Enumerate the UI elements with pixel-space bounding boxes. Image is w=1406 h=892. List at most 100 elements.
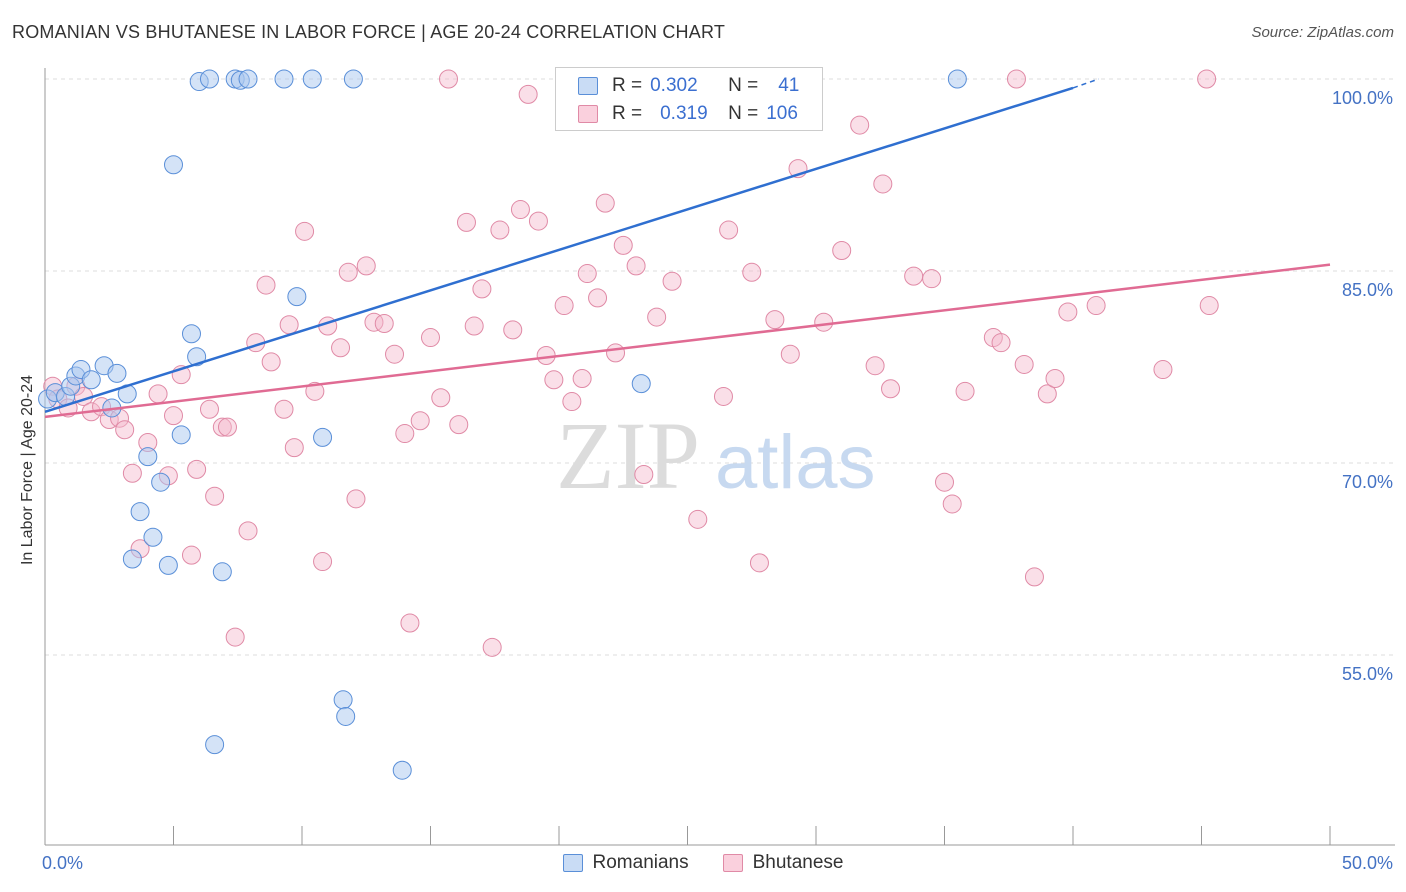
romanian-point bbox=[302, 69, 322, 89]
bhutanese-point bbox=[1006, 69, 1026, 89]
bhutanese-point bbox=[431, 388, 451, 408]
bhutanese-point bbox=[942, 494, 962, 514]
bhutanese-point bbox=[595, 193, 615, 213]
romanian-point bbox=[143, 527, 163, 547]
romanian-point bbox=[164, 155, 183, 175]
bhutanese-point bbox=[212, 417, 232, 437]
romanian-point bbox=[205, 735, 225, 755]
romanians-trend-extension bbox=[1072, 78, 1099, 89]
romanian-point bbox=[333, 690, 353, 710]
bhutanese-point bbox=[225, 627, 245, 647]
bhutanese-point bbox=[544, 370, 564, 390]
bhutanese-r-label: R = bbox=[612, 103, 643, 124]
bhutanese-point bbox=[626, 256, 646, 276]
bhutanese-legend-swatch bbox=[722, 854, 743, 872]
bhutanese-point bbox=[572, 369, 592, 389]
bhutanese-legend-label: Bhutanese bbox=[752, 852, 844, 873]
bhutanese-point bbox=[364, 312, 384, 332]
bhutanese-point bbox=[374, 313, 394, 333]
romanian-point bbox=[287, 287, 307, 307]
bhutanese-point bbox=[765, 310, 785, 330]
bhutanese-point bbox=[148, 384, 168, 404]
bhutanese-point bbox=[274, 399, 294, 419]
bhutanese-point bbox=[217, 417, 237, 437]
bhutanese-point bbox=[850, 115, 870, 135]
bhutanese-point bbox=[295, 221, 315, 241]
romanian-point bbox=[130, 502, 150, 522]
bhutanese-point bbox=[338, 262, 358, 282]
bhutanese-point bbox=[832, 241, 852, 261]
romanian-point bbox=[392, 760, 412, 780]
series-legend: Romanians Bhutanese bbox=[0, 852, 1406, 874]
romanian-point bbox=[336, 706, 356, 726]
bhutanese-point bbox=[1014, 354, 1034, 374]
romanians-r-value: 0.302 bbox=[650, 75, 698, 96]
gridlines bbox=[45, 78, 1395, 656]
romanians-swatch bbox=[578, 77, 598, 95]
bhutanese-r-value: 0.319 bbox=[660, 103, 708, 124]
bhutanese-point bbox=[634, 465, 654, 485]
bhutanese-point bbox=[1037, 384, 1057, 404]
bhutanese-point bbox=[922, 269, 942, 289]
bhutanese-point bbox=[1024, 567, 1044, 587]
bhutanese-point bbox=[536, 345, 556, 365]
bhutanese-point bbox=[814, 312, 834, 332]
romanian-point bbox=[343, 69, 363, 89]
bhutanese-point bbox=[873, 174, 893, 194]
bhutanese-point bbox=[503, 320, 523, 340]
romanian-point bbox=[122, 549, 142, 569]
bhutanese-point bbox=[606, 343, 626, 363]
bhutanese-trend-line bbox=[44, 263, 1331, 419]
romanian-point bbox=[107, 363, 127, 383]
romanian-point bbox=[181, 324, 201, 344]
bhutanese-point bbox=[554, 296, 574, 316]
bhutanese-point bbox=[719, 220, 739, 240]
bhutanese-point bbox=[713, 386, 733, 406]
bhutanese-point bbox=[562, 392, 582, 412]
bhutanese-point bbox=[181, 545, 201, 565]
bhutanese-point bbox=[464, 316, 484, 336]
x-tick-label: 50.0% bbox=[1342, 853, 1393, 873]
bhutanese-point bbox=[904, 266, 924, 286]
romanian-point bbox=[212, 562, 232, 582]
trend-lines bbox=[44, 78, 1331, 419]
bhutanese-point bbox=[313, 552, 333, 572]
watermark-atlas: atlas bbox=[715, 420, 876, 505]
x-tick-label: 0.0% bbox=[42, 853, 83, 873]
bhutanese-point bbox=[238, 521, 258, 541]
bhutanese-point bbox=[613, 235, 633, 255]
romanian-point bbox=[187, 347, 207, 367]
bhutanese-point bbox=[421, 328, 440, 348]
y-tick-label: 100.0% bbox=[1332, 88, 1393, 108]
bhutanese-point bbox=[279, 315, 299, 335]
romanian-point bbox=[81, 370, 101, 390]
stats-legend: R = 0.302 N = 41 R = 0.319 N = 106 bbox=[555, 67, 823, 131]
bhutanese-point bbox=[256, 275, 276, 295]
romanian-point bbox=[238, 69, 258, 89]
bhutanese-point bbox=[1197, 69, 1217, 89]
bhutanese-point bbox=[438, 69, 458, 89]
bhutanese-point bbox=[865, 356, 885, 376]
bhutanese-point bbox=[662, 271, 682, 291]
romanian-point bbox=[171, 425, 191, 445]
bhutanese-point bbox=[588, 288, 608, 308]
romanian-point bbox=[274, 69, 294, 89]
bhutanese-point bbox=[1086, 296, 1106, 316]
bhutanese-point bbox=[410, 411, 430, 431]
bhutanese-point bbox=[991, 333, 1011, 353]
legend-item-bhutanese[interactable]: Bhutanese bbox=[722, 852, 844, 874]
romanian-point bbox=[151, 472, 171, 492]
watermark-zip: ZIP bbox=[556, 402, 700, 509]
bhutanese-point bbox=[688, 509, 708, 529]
romanians-r-label: R = bbox=[612, 75, 643, 96]
romanians-trend-line bbox=[44, 86, 1074, 413]
romanian-point bbox=[313, 427, 333, 447]
bhutanese-point bbox=[164, 406, 183, 426]
legend-item-romanians[interactable]: Romanians bbox=[562, 852, 689, 874]
bhutanese-n-label: N = bbox=[728, 103, 759, 124]
bhutanese-point bbox=[456, 212, 476, 232]
bhutanese-point bbox=[749, 553, 769, 573]
romanian-point bbox=[199, 69, 219, 89]
bhutanese-n-value: 106 bbox=[766, 103, 798, 124]
